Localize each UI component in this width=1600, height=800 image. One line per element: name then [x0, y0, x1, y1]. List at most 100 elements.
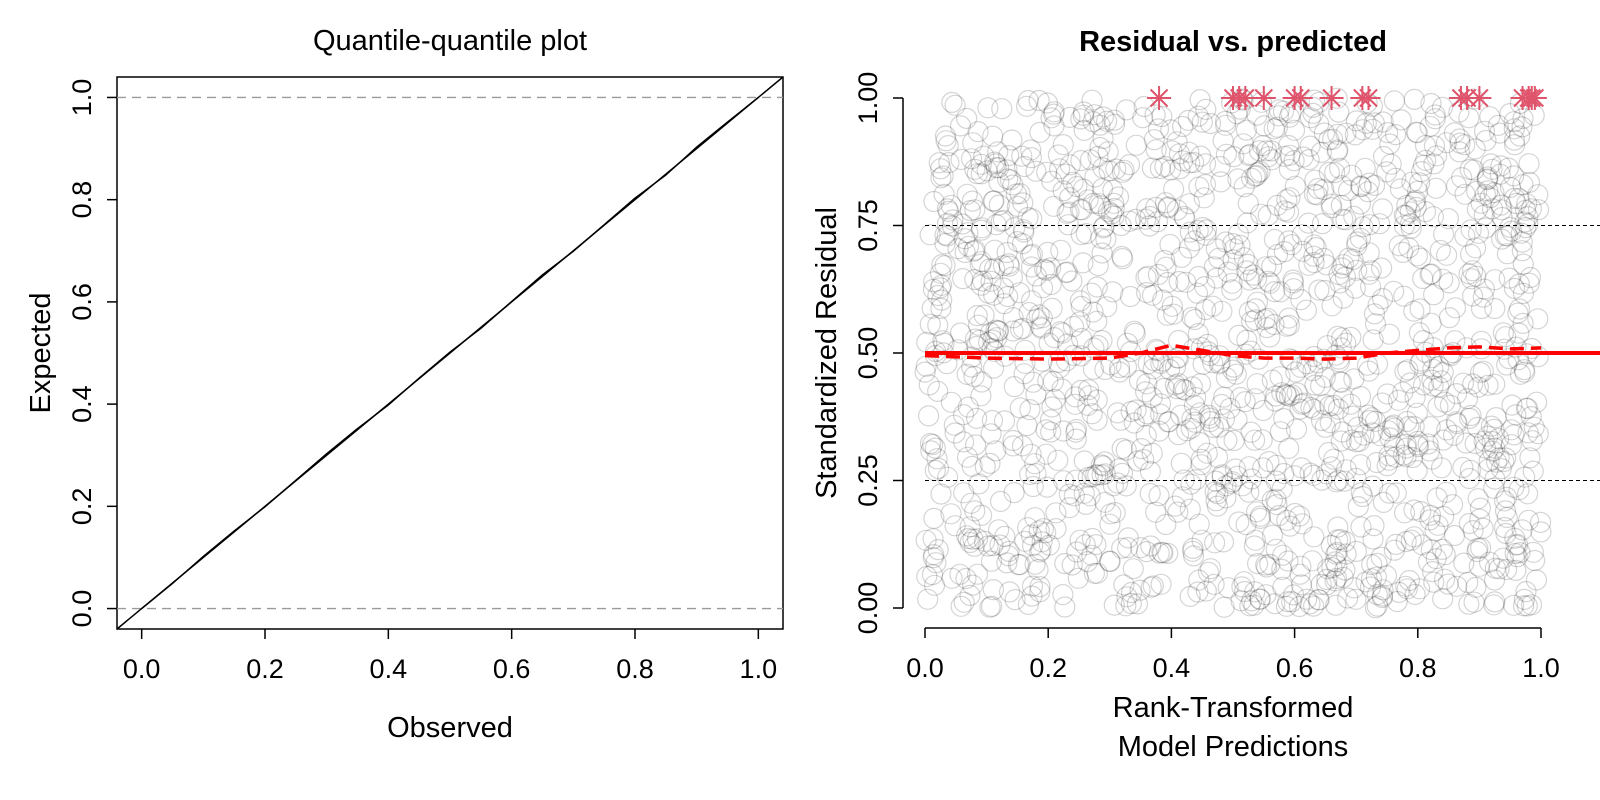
residual-point [1155, 256, 1177, 278]
residual-point [1438, 307, 1461, 329]
residual-point [996, 241, 1018, 264]
residual-point [1505, 192, 1527, 215]
residual-point [1166, 131, 1188, 153]
residual-point [1417, 551, 1440, 573]
residual-point [1523, 416, 1545, 438]
residual-point [1456, 388, 1479, 410]
residual-point [1159, 233, 1181, 256]
residual-point [1047, 144, 1070, 166]
residual-point [1093, 215, 1115, 238]
residual-point [1330, 430, 1352, 452]
residual-point [1073, 450, 1095, 472]
residual-point [1463, 591, 1485, 613]
residual-point [1106, 402, 1129, 424]
residual-point [1310, 409, 1333, 432]
residual-point [1514, 211, 1536, 233]
residual-point [1078, 385, 1100, 407]
residual-point [988, 171, 1010, 193]
residual-point [940, 194, 962, 216]
residual-point [1213, 596, 1235, 618]
residual-point [1002, 320, 1024, 342]
residual-point [1419, 263, 1441, 286]
residual-point [1512, 253, 1534, 275]
residual-point [1120, 592, 1142, 615]
residual-point [1182, 151, 1205, 174]
residual-point [1204, 481, 1226, 503]
residual-point [1008, 282, 1031, 304]
residual-point [1363, 303, 1386, 325]
residual-point [1358, 242, 1380, 264]
residual-point [1355, 571, 1377, 593]
residual-point [1020, 443, 1042, 465]
residual-point [1445, 175, 1468, 197]
residual-point [1506, 546, 1528, 568]
residual-point [1256, 307, 1279, 329]
residual-point [961, 346, 983, 368]
residual-point [1503, 277, 1526, 299]
residual-point [1285, 361, 1307, 383]
residual-point [1067, 567, 1089, 589]
residual-point [1141, 284, 1164, 306]
residual-point [1501, 220, 1523, 242]
residual-point [1142, 575, 1164, 597]
residual-point [1420, 263, 1442, 285]
residual-point [1236, 212, 1259, 234]
residual-point [1145, 139, 1167, 161]
residual-point [1036, 476, 1058, 498]
residual-point [1462, 88, 1485, 110]
residual-x-tick-label-4: 0.8 [1399, 653, 1437, 683]
residual-point [1090, 195, 1112, 217]
residual-point [970, 385, 992, 407]
residual-point [1141, 442, 1163, 464]
residual-point [1417, 433, 1439, 455]
residual-point [996, 285, 1019, 308]
residual-point [1500, 434, 1523, 456]
residual-point [1491, 199, 1513, 221]
residual-point [944, 515, 966, 537]
residual-point [1303, 245, 1325, 267]
residual-point [1040, 273, 1062, 296]
residual-point [1115, 99, 1138, 121]
residual-point [1239, 143, 1261, 165]
residual-point [985, 319, 1007, 341]
residual-point [1145, 338, 1167, 360]
residual-point [1503, 118, 1525, 140]
residual-point [1434, 543, 1456, 566]
residual-point [1285, 418, 1308, 440]
residual-point [1092, 157, 1114, 179]
residual-point [1479, 106, 1501, 128]
residual-point [1421, 448, 1443, 470]
residual-point [1233, 580, 1256, 603]
residual-point [1128, 369, 1151, 392]
residual-point [1353, 424, 1375, 446]
residual-point [1087, 464, 1109, 486]
residual-point [1383, 90, 1406, 112]
residual-point [1014, 530, 1036, 552]
residual-point [1031, 277, 1054, 299]
residual-point [1466, 540, 1488, 563]
residual-point [1045, 517, 1067, 540]
residual-point [1370, 546, 1392, 568]
residual-point [1308, 279, 1330, 301]
residual-point [1167, 373, 1190, 395]
residual-point [1242, 264, 1265, 286]
outlier-marker-stroke [1291, 88, 1310, 108]
residual-point [1182, 537, 1204, 560]
residual-point [1321, 556, 1343, 579]
residual-point [1433, 505, 1455, 528]
residual-point [1081, 527, 1104, 550]
residual-point [1366, 451, 1388, 474]
residual-point [1477, 180, 1499, 202]
residual-point [1006, 231, 1029, 253]
residual-point [1389, 178, 1412, 200]
residual-point [1465, 265, 1487, 287]
residual-point [1278, 158, 1301, 181]
residual-point [1371, 288, 1394, 310]
residual-point [1330, 371, 1353, 393]
qq-curve-group [141, 96, 759, 610]
residual-point [971, 270, 994, 292]
residual-point [1222, 356, 1245, 378]
residual-point [957, 396, 979, 418]
residual-point [1469, 362, 1492, 384]
residual-point [966, 563, 989, 585]
